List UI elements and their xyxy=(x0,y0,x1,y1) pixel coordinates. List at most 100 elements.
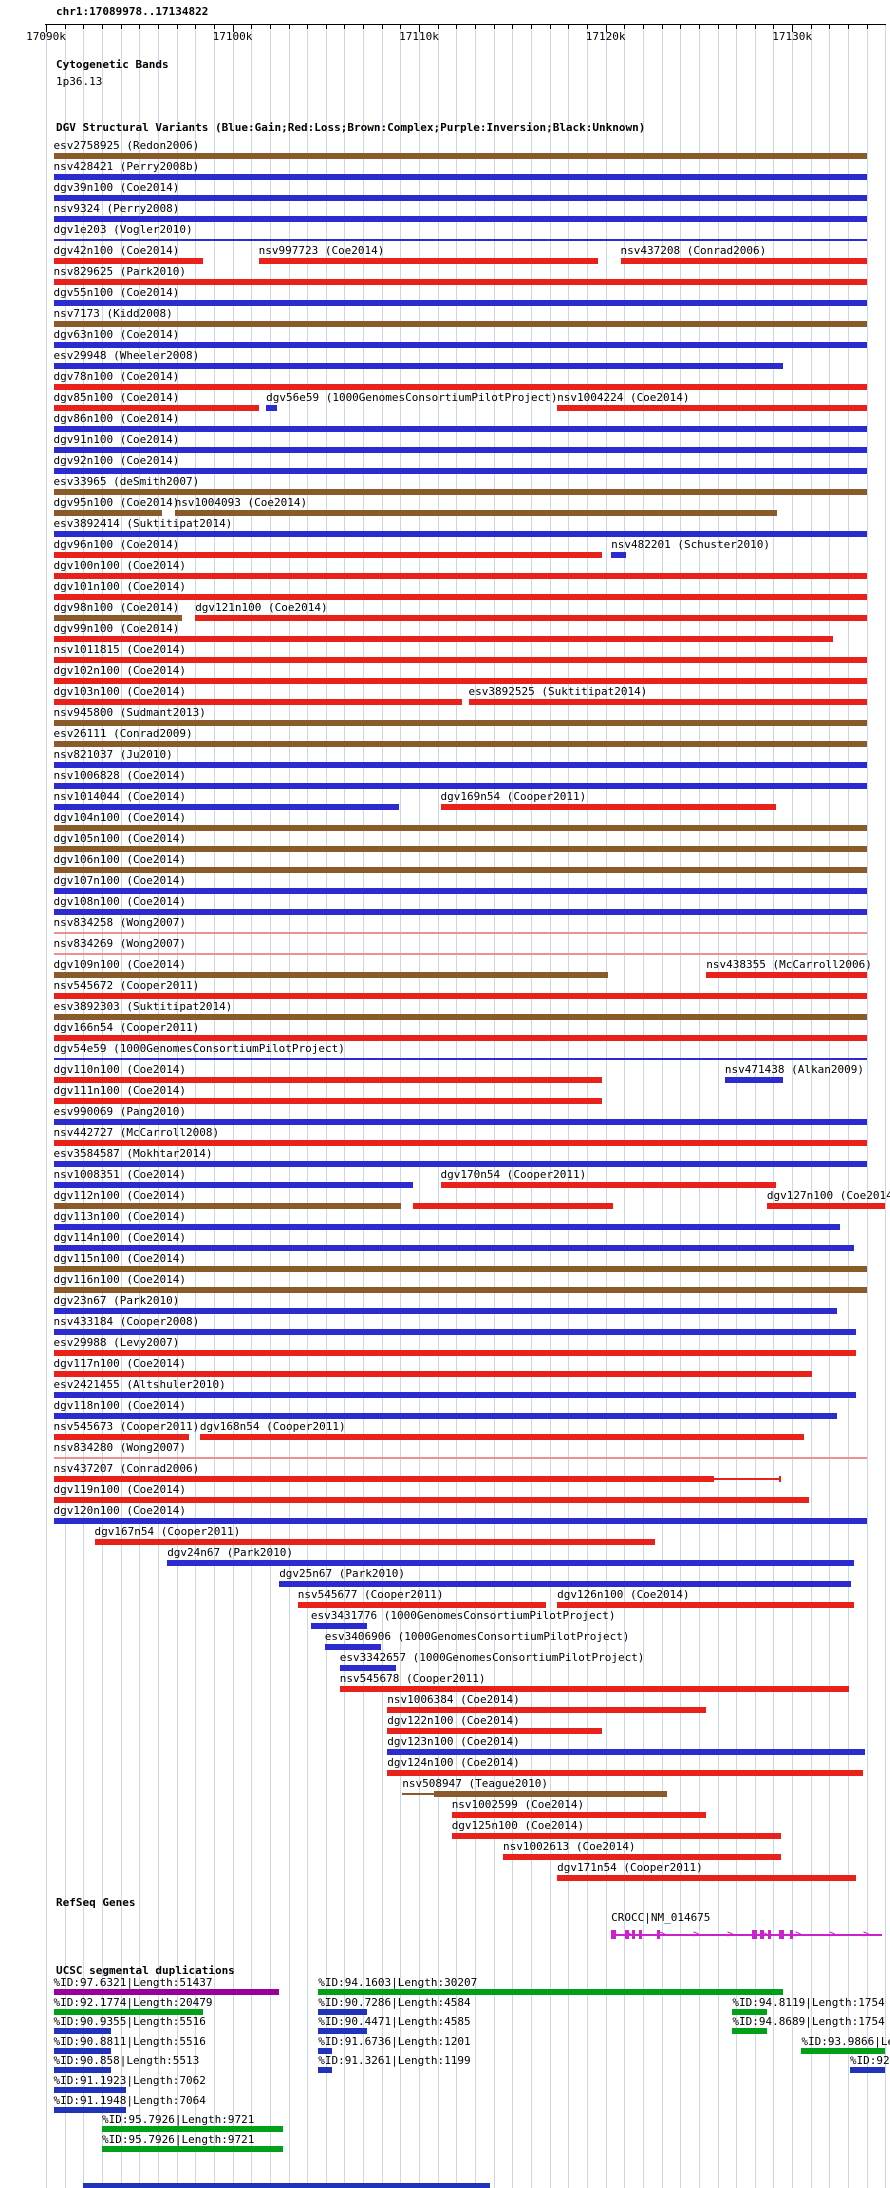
segdup-label[interactable]: %ID:94.1603|Length:30207 xyxy=(318,1976,478,1989)
dgv-variant-bar[interactable] xyxy=(53,993,867,999)
gene-exon[interactable] xyxy=(790,1930,793,1939)
dgv-variant-bar[interactable] xyxy=(387,1728,602,1734)
dgv-variant-label[interactable]: esv3584587 (Mokhtar2014) xyxy=(53,1147,213,1160)
dgv-variant-label[interactable]: dgv127n100 (Coe2014) xyxy=(766,1189,890,1202)
dgv-variant-bar[interactable] xyxy=(53,1224,840,1230)
gene-exon[interactable] xyxy=(625,1930,629,1939)
dgv-variant-label[interactable]: dgv63n100 (Coe2014) xyxy=(53,328,180,341)
dgv-variant-label[interactable]: nsv437208 (Conrad2006) xyxy=(620,244,767,257)
dgv-variant-bar[interactable] xyxy=(174,510,778,516)
dgv-variant-bar[interactable] xyxy=(279,1581,851,1587)
dgv-variant-bar[interactable] xyxy=(53,1413,837,1419)
segdup-label[interactable]: %ID:90.4471|Length:4585 xyxy=(318,2015,471,2029)
dgv-variant-bar[interactable] xyxy=(387,1749,865,1755)
dgv-variant-bar[interactable] xyxy=(53,825,867,831)
dgv-variant-bar[interactable] xyxy=(53,1058,867,1060)
dgv-variant-bar[interactable] xyxy=(557,1875,857,1881)
segdup-partial-bar[interactable] xyxy=(83,2183,490,2188)
segdup-label[interactable]: %ID:91.1923|Length:7062 xyxy=(53,2074,206,2087)
dgv-variant-bar[interactable] xyxy=(53,239,867,241)
segdup-bar[interactable] xyxy=(53,2067,112,2074)
dgv-variant-bar[interactable] xyxy=(53,1518,867,1524)
dgv-variant-label[interactable]: nsv829625 (Park2010) xyxy=(53,265,186,278)
dgv-variant-label[interactable]: dgv91n100 (Coe2014) xyxy=(53,433,180,446)
dgv-variant-bar[interactable] xyxy=(53,405,259,411)
dgv-variant-bar[interactable] xyxy=(53,321,867,327)
dgv-variant-label[interactable]: nsv997723 (Coe2014) xyxy=(258,244,385,257)
dgv-variant-label[interactable]: dgv110n100 (Coe2014) xyxy=(53,1063,186,1076)
dgv-variant-bar[interactable] xyxy=(53,1476,714,1482)
dgv-variant-label[interactable]: dgv103n100 (Coe2014) xyxy=(53,685,186,698)
dgv-variant-bar[interactable] xyxy=(53,972,609,978)
dgv-variant-label[interactable]: dgv98n100 (Coe2014) xyxy=(53,601,180,614)
segdup-label[interactable]: %ID:94.8689|Length:1754 xyxy=(732,2015,885,2029)
dgv-variant-bar[interactable] xyxy=(53,258,203,264)
dgv-variant-bar[interactable] xyxy=(53,699,462,705)
segdup-label[interactable]: %ID:90.858|Length:5513 xyxy=(53,2054,200,2068)
dgv-variant-label[interactable]: nsv1002613 (Coe2014) xyxy=(503,1840,636,1853)
dgv-variant-label[interactable]: nsv834269 (Wong2007) xyxy=(53,937,186,950)
dgv-variant-bar[interactable] xyxy=(53,678,867,684)
dgv-variant-bar[interactable] xyxy=(451,1812,707,1818)
dgv-variant-label[interactable]: esv990069 (Pang2010) xyxy=(53,1105,186,1118)
dgv-variant-bar[interactable] xyxy=(53,174,867,180)
dgv-variant-bar[interactable] xyxy=(53,1161,867,1167)
dgv-variant-bar[interactable] xyxy=(53,1287,867,1293)
dgv-variant-bar[interactable] xyxy=(440,804,777,810)
dgv-variant-bar[interactable] xyxy=(53,1392,857,1398)
dgv-variant-label[interactable]: dgv23n67 (Park2010) xyxy=(53,1294,180,1307)
dgv-variant-bar[interactable] xyxy=(53,615,183,621)
dgv-variant-label[interactable]: dgv107n100 (Coe2014) xyxy=(53,874,186,887)
dgv-variant-bar[interactable] xyxy=(387,1770,863,1776)
dgv-variant-label[interactable]: dgv117n100 (Coe2014) xyxy=(53,1357,186,1370)
segdup-label[interactable]: %ID:94.8119|Length:1754 xyxy=(732,1995,885,2009)
dgv-variant-bar[interactable] xyxy=(53,867,867,873)
segdup-label[interactable]: %ID:90.8811|Length:5516 xyxy=(53,2034,206,2048)
dgv-variant-label[interactable]: nsv438355 (McCarroll2006) xyxy=(706,958,872,971)
dgv-variant-label[interactable]: dgv168n54 (Cooper2011) xyxy=(199,1420,346,1433)
dgv-variant-label[interactable]: dgv121n100 (Coe2014) xyxy=(195,601,328,614)
dgv-variant-bar[interactable] xyxy=(53,804,399,810)
dgv-variant-label[interactable]: esv2421455 (Altshuler2010) xyxy=(53,1378,226,1391)
dgv-variant-bar[interactable] xyxy=(53,531,867,537)
dgv-variant-bar[interactable] xyxy=(53,783,867,789)
segdup-label[interactable]: %ID:90.9355|Length:5516 xyxy=(53,2015,206,2029)
dgv-variant-bar[interactable] xyxy=(434,1791,668,1797)
dgv-variant-label[interactable]: nsv1008351 (Coe2014) xyxy=(53,1168,186,1181)
dgv-variant-label[interactable]: dgv96n100 (Coe2014) xyxy=(53,538,180,551)
segdup-bar[interactable] xyxy=(53,2008,203,2015)
segdup-bar[interactable] xyxy=(53,2087,127,2093)
dgv-variant-label[interactable]: dgv113n100 (Coe2014) xyxy=(53,1210,186,1223)
dgv-variant-label[interactable]: dgv120n100 (Coe2014) xyxy=(53,1504,186,1517)
dgv-variant-bar[interactable] xyxy=(451,1833,781,1839)
dgv-variant-bar[interactable] xyxy=(53,489,867,495)
dgv-variant-bar[interactable] xyxy=(53,1140,867,1146)
dgv-variant-bar[interactable] xyxy=(620,258,867,264)
dgv-variant-bar[interactable] xyxy=(557,1602,854,1608)
dgv-variant-bar[interactable] xyxy=(440,1182,777,1188)
dgv-variant-label[interactable]: dgv123n100 (Coe2014) xyxy=(387,1735,520,1748)
dgv-variant-bar[interactable] xyxy=(53,594,867,600)
dgv-variant-bar[interactable] xyxy=(53,153,867,159)
dgv-variant-bar[interactable] xyxy=(53,657,867,663)
dgv-variant-label[interactable]: dgv86n100 (Coe2014) xyxy=(53,412,180,425)
dgv-variant-bar[interactable] xyxy=(167,1560,854,1566)
dgv-variant-bar[interactable] xyxy=(412,1203,613,1209)
dgv-variant-label[interactable]: dgv118n100 (Coe2014) xyxy=(53,1399,186,1412)
dgv-variant-label[interactable]: nsv945800 (Sudmant2013) xyxy=(53,706,206,719)
dgv-variant-label[interactable]: dgv42n100 (Coe2014) xyxy=(53,244,180,257)
segdup-bar[interactable] xyxy=(732,2028,767,2035)
dgv-variant-label[interactable]: nsv821037 (Ju2010) xyxy=(53,748,173,761)
dgv-variant-label[interactable]: dgv122n100 (Coe2014) xyxy=(387,1714,520,1727)
dgv-variant-label[interactable]: nsv437207 (Conrad2006) xyxy=(53,1462,200,1475)
dgv-variant-label[interactable]: dgv1e203 (Vogler2010) xyxy=(53,223,193,236)
dgv-variant-bar[interactable] xyxy=(53,720,867,726)
dgv-variant-label[interactable]: dgv106n100 (Coe2014) xyxy=(53,853,186,866)
dgv-variant-label[interactable]: esv33965 (deSmith2007) xyxy=(53,475,200,488)
dgv-variant-label[interactable]: nsv545673 (Cooper2011) xyxy=(53,1420,200,1433)
dgv-variant-bar[interactable] xyxy=(724,1077,783,1083)
dgv-variant-label[interactable]: dgv111n100 (Coe2014) xyxy=(53,1084,186,1097)
dgv-variant-bar[interactable] xyxy=(53,741,867,747)
segdup-bar[interactable] xyxy=(53,2028,112,2035)
gene-exon[interactable] xyxy=(752,1930,757,1939)
